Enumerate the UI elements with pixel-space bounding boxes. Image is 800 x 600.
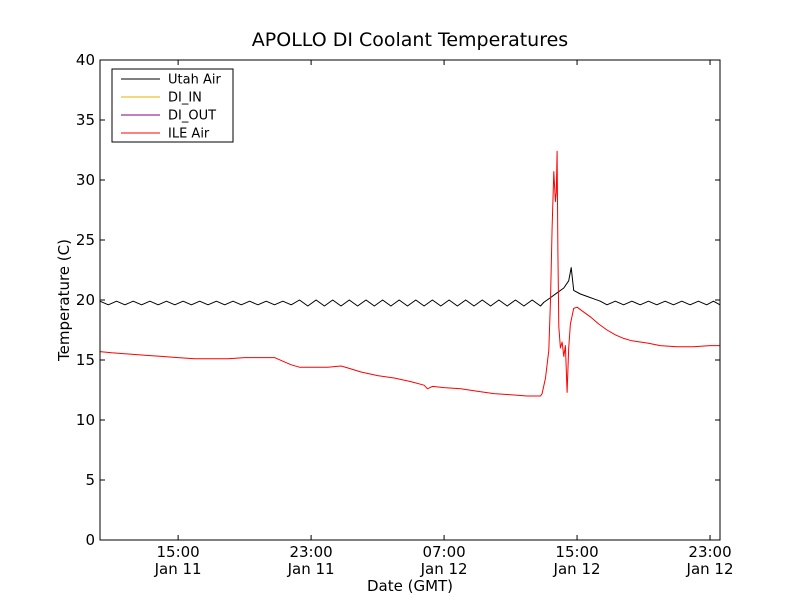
y-tick-label: 20 <box>76 291 95 309</box>
y-tick-label: 10 <box>76 411 95 429</box>
x-tick-time-label: 15:00 <box>555 543 598 561</box>
plot-frame <box>99 59 721 541</box>
y-axis-label: Temperature (C) <box>55 239 73 362</box>
chart-title: APOLLO DI Coolant Temperatures <box>252 29 568 51</box>
y-tick-label: 0 <box>85 531 95 549</box>
y-tick-label: 5 <box>85 471 95 489</box>
y-tick-label: 25 <box>76 231 95 249</box>
x-tick-time-label: 23:00 <box>289 543 332 561</box>
x-tick-date-label: Jan 11 <box>154 560 202 578</box>
x-tick-date-label: Jan 12 <box>420 560 468 578</box>
legend-box <box>111 68 234 143</box>
x-tick-date-label: Jan 11 <box>287 560 335 578</box>
x-tick-time-label: 23:00 <box>688 543 731 561</box>
y-tick-label: 40 <box>76 51 95 69</box>
x-tick-date-label: Jan 12 <box>686 560 734 578</box>
x-axis-label: Date (GMT) <box>367 577 453 595</box>
x-tick-date-label: Jan 12 <box>553 560 601 578</box>
series-line-ile-air <box>99 150 720 397</box>
y-tick-label: 30 <box>76 171 95 189</box>
legend-label-di-in: DI_IN <box>168 91 202 106</box>
y-tick-label: 35 <box>76 111 95 129</box>
x-tick-time-label: 15:00 <box>157 543 200 561</box>
y-tick-label: 15 <box>76 351 95 369</box>
legend: Utah Air DI_IN DI_OUT ILE Air <box>111 68 234 143</box>
legend-label-utah-air: Utah Air <box>168 73 221 88</box>
x-tick-time-label: 07:00 <box>422 543 465 561</box>
legend-label-ile-air: ILE Air <box>168 127 210 142</box>
series-line-utah-air <box>99 267 721 307</box>
legend-label-di-out: DI_OUT <box>168 109 216 124</box>
